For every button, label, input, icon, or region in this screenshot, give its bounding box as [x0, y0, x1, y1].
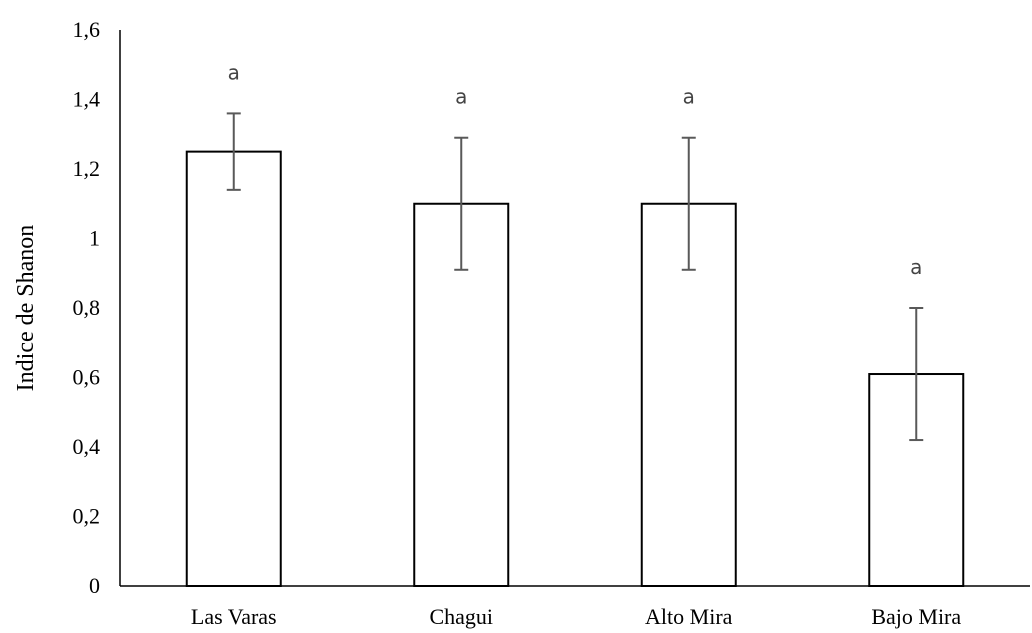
y-axis-ticks: 0 0,2 0,4 0,6 0,8 1 1,2 1,4 1,6 — [73, 17, 101, 598]
x-tick-label: Bajo Mira — [871, 604, 961, 629]
y-tick-label: 0,4 — [73, 434, 101, 459]
y-tick-label: 1,2 — [73, 156, 101, 181]
y-tick-label: 0,8 — [73, 295, 101, 320]
error-bar — [454, 136, 469, 271]
y-tick-label: 1 — [89, 226, 100, 251]
y-tick-label: 0,2 — [73, 504, 101, 529]
bars-group — [185, 150, 965, 587]
error-bar — [909, 307, 924, 442]
significance-letter: a — [228, 60, 240, 84]
x-tick-label: Las Varas — [191, 604, 277, 629]
significance-letter: a — [683, 85, 695, 109]
significance-letters-group: a a a a — [228, 60, 923, 279]
error-bars-group — [226, 112, 924, 442]
y-tick-label: 0 — [89, 573, 100, 598]
y-axis-title: Indice de Shanon — [13, 225, 39, 392]
bar — [185, 150, 282, 587]
error-bar — [681, 136, 696, 271]
y-tick-label: 0,6 — [73, 365, 101, 390]
error-bar — [226, 112, 241, 191]
x-tick-label: Chagui — [429, 604, 493, 629]
x-tick-label: Alto Mira — [645, 604, 733, 629]
y-tick-label: 1,4 — [73, 87, 101, 112]
x-axis-tick-labels: Las Varas Chagui Alto Mira Bajo Mira — [191, 604, 962, 629]
significance-letter: a — [455, 85, 467, 109]
significance-letter: a — [910, 255, 922, 279]
y-tick-label: 1,6 — [73, 17, 101, 42]
